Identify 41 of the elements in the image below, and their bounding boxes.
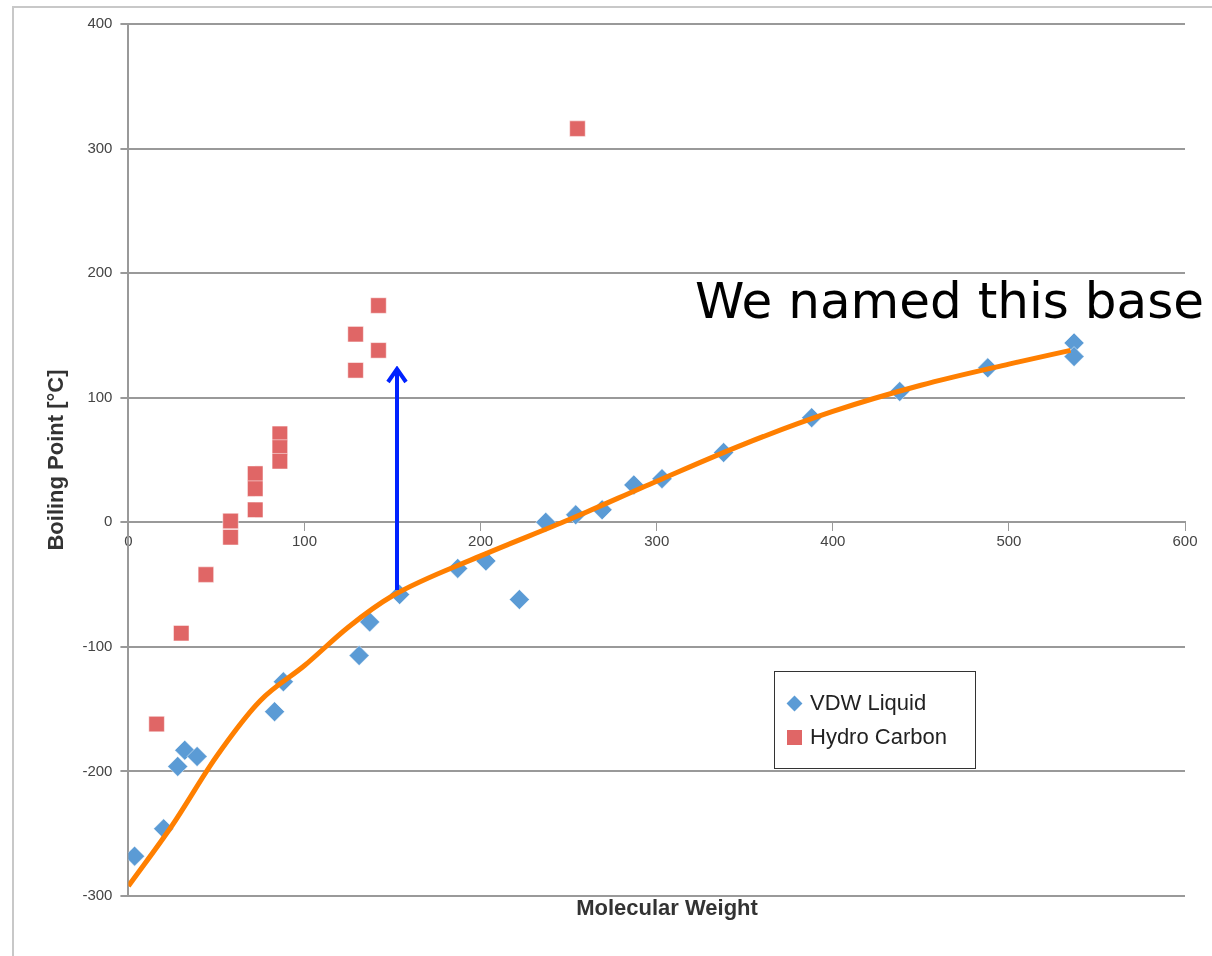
point [186,745,208,767]
y-axis-title: Boiling Point [°C] [43,369,69,551]
point [148,715,165,733]
point [1063,346,1085,368]
x-tick-label: 100 [292,532,318,550]
y-tick-label: 100 [87,387,113,405]
y-tick-label: 400 [87,14,113,32]
point [246,465,264,482]
point [348,645,370,667]
point [246,501,264,519]
y-tick-label: 300 [87,138,113,156]
point [246,480,264,497]
y-tick-label: 200 [87,263,113,281]
point [167,755,189,777]
point [370,342,387,359]
y-tick-label: -200 [82,761,113,779]
point [222,512,239,530]
y-tick-label: 0 [104,512,113,530]
point [264,701,286,723]
point [569,120,586,137]
x-tick-label: 400 [820,532,846,550]
y-tick-label: -300 [82,886,113,904]
point [271,452,289,470]
point [347,325,364,343]
point [508,589,530,611]
point [222,528,239,546]
point [359,611,381,633]
x-tick-label: 300 [644,532,670,550]
legend-label: Hydro Carbon [810,724,947,750]
point [197,566,215,583]
point [370,297,387,314]
annotation: We named this base [695,272,1204,330]
point [174,739,196,761]
point [347,362,364,379]
y-tick-label: -100 [82,637,113,654]
x-tick-label: 200 [468,532,494,550]
x-tick-label: 600 [1172,532,1198,550]
x-axis-title: Molecular Weight [575,895,759,921]
x-tick-label: 500 [996,532,1022,550]
legend-label: VDW Liquid [810,690,927,716]
point [172,624,190,642]
